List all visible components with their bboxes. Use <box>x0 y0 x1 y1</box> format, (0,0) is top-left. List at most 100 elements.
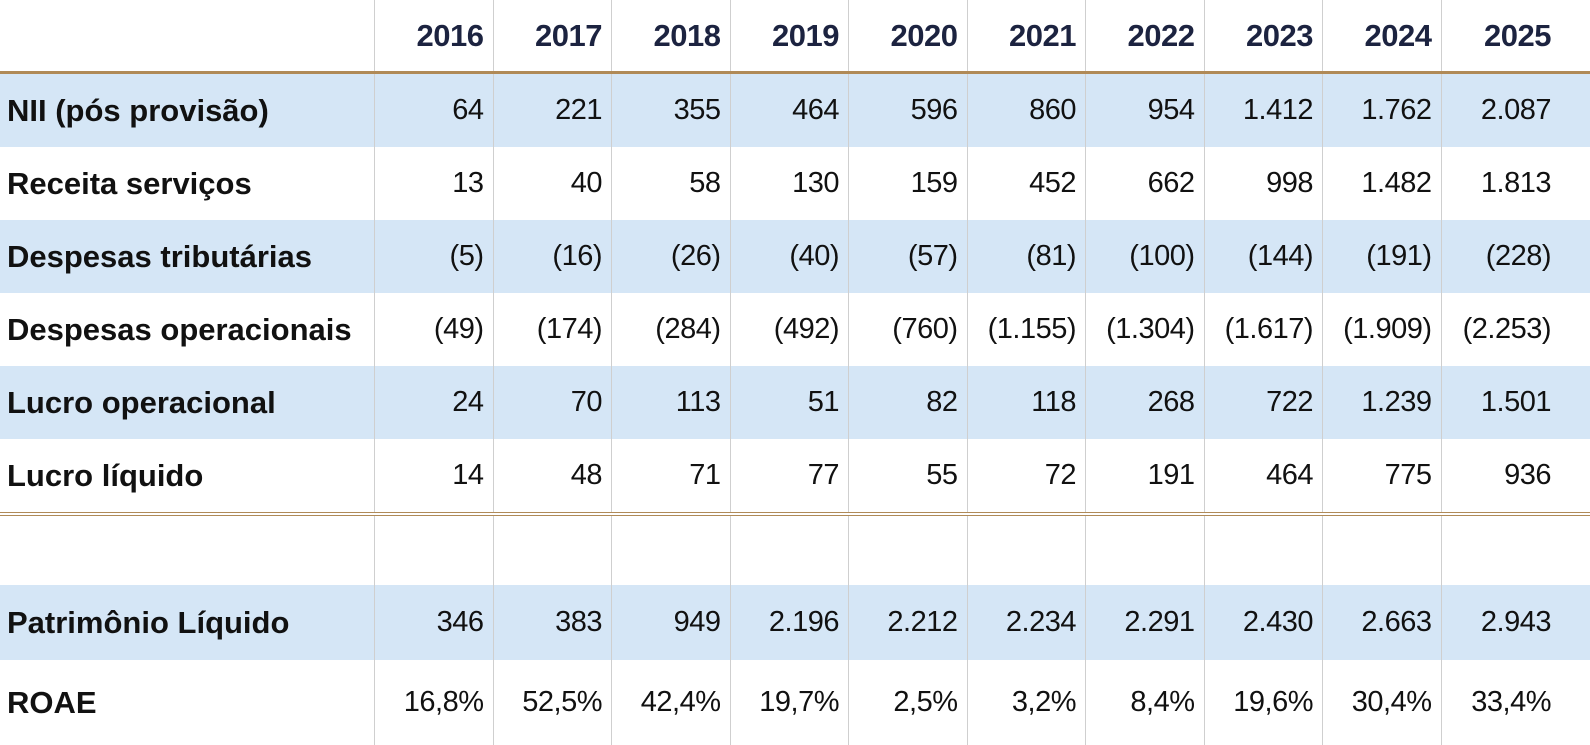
table-cell: (1.155) <box>968 293 1086 366</box>
table-cell: 2.663 <box>1323 585 1442 660</box>
table-row: Lucro operacional 24 70 113 51 82 118 26… <box>0 366 1590 439</box>
table-cell: 82 <box>849 366 968 439</box>
year-header: 2020 <box>849 0 968 71</box>
table-cell: 949 <box>612 585 731 660</box>
year-header: 2021 <box>968 0 1086 71</box>
table-cell: (100) <box>1086 220 1205 293</box>
table-cell: (49) <box>375 293 494 366</box>
table-cell: 3,2% <box>968 660 1086 745</box>
header-empty-cell <box>0 0 375 71</box>
table-cell: 72 <box>968 439 1086 512</box>
table-cell: 452 <box>968 147 1086 220</box>
table-cell: 130 <box>731 147 849 220</box>
blank-cell <box>731 516 849 585</box>
table-cell: 19,7% <box>731 660 849 745</box>
row-label: Receita serviços <box>0 147 375 220</box>
table-cell: 70 <box>494 366 612 439</box>
table-cell: 1.482 <box>1323 147 1442 220</box>
table-cell: 40 <box>494 147 612 220</box>
table-cell: (81) <box>968 220 1086 293</box>
table-cell: 346 <box>375 585 494 660</box>
table-cell: 464 <box>1205 439 1323 512</box>
blank-cell <box>968 516 1086 585</box>
table-cell: 662 <box>1086 147 1205 220</box>
table-cell: (16) <box>494 220 612 293</box>
section-divider <box>0 512 1590 516</box>
table-row: NII (pós provisão) 64 221 355 464 596 86… <box>0 74 1590 147</box>
table-cell: 77 <box>731 439 849 512</box>
table-cell: 33,4% <box>1471 686 1551 718</box>
row-label: Despesas operacionais <box>0 293 375 366</box>
table-cell: (1.304) <box>1086 293 1205 366</box>
blank-cell <box>612 516 731 585</box>
table-cell: 383 <box>494 585 612 660</box>
table-cell: 2.212 <box>849 585 968 660</box>
blank-cell <box>1205 516 1323 585</box>
row-label: Patrimônio Líquido <box>0 585 375 660</box>
table-cell: (5) <box>375 220 494 293</box>
year-header: 2019 <box>731 0 849 71</box>
table-cell: (26) <box>612 220 731 293</box>
table-cell: (1.909) <box>1323 293 1442 366</box>
blank-row <box>0 516 1590 585</box>
table-cell: (228) <box>1485 240 1552 272</box>
table-header-row: 2016 2017 2018 2019 2020 2021 2022 2023 … <box>0 0 1590 74</box>
table-cell: 13 <box>375 147 494 220</box>
table-cell: 2.196 <box>731 585 849 660</box>
year-header: 2023 <box>1205 0 1323 71</box>
table-cell: 19,6% <box>1205 660 1323 745</box>
table-cell: 71 <box>612 439 731 512</box>
table-cell: 118 <box>968 366 1086 439</box>
year-header: 2024 <box>1323 0 1442 71</box>
table-cell: (760) <box>849 293 968 366</box>
blank-cell <box>1442 516 1561 585</box>
year-header: 2018 <box>612 0 731 71</box>
table-cell: 14 <box>375 439 494 512</box>
table-row: Despesas tributárias (5) (16) (26) (40) … <box>0 220 1590 293</box>
table-cell: 2.291 <box>1086 585 1205 660</box>
table-cell: 191 <box>1086 439 1205 512</box>
table-cell: 58 <box>612 147 731 220</box>
table-cell: (1.617) <box>1205 293 1323 366</box>
table-cell: 16,8% <box>375 660 494 745</box>
table-cell: (174) <box>494 293 612 366</box>
table-cell: 64 <box>375 74 494 147</box>
table-row: Patrimônio Líquido 346 383 949 2.196 2.2… <box>0 585 1590 660</box>
table-cell: 464 <box>731 74 849 147</box>
table-cell: 2.943 <box>1480 606 1552 638</box>
table-cell: 8,4% <box>1086 660 1205 745</box>
table-row: Receita serviços 13 40 58 130 159 452 66… <box>0 147 1590 220</box>
table-row: ROAE 16,8% 52,5% 42,4% 19,7% 2,5% 3,2% 8… <box>0 660 1590 745</box>
table-cell: 42,4% <box>612 660 731 745</box>
table-row: Despesas operacionais (49) (174) (284) (… <box>0 293 1590 366</box>
blank-cell <box>1086 516 1205 585</box>
table-cell: 1.762 <box>1323 74 1442 147</box>
table-cell: (284) <box>612 293 731 366</box>
table-cell: (492) <box>731 293 849 366</box>
row-label: NII (pós provisão) <box>0 74 375 147</box>
table-cell: 2,5% <box>849 660 968 745</box>
table-cell: (2.253) <box>1462 313 1552 345</box>
table-cell: 51 <box>731 366 849 439</box>
table-cell: 1.501 <box>1480 386 1552 418</box>
year-header: 2016 <box>375 0 494 71</box>
table-cell: 48 <box>494 439 612 512</box>
table-cell: (57) <box>849 220 968 293</box>
table-cell: 596 <box>849 74 968 147</box>
table-cell: 1.412 <box>1205 74 1323 147</box>
table-cell: 1.239 <box>1323 366 1442 439</box>
table-cell: 52,5% <box>494 660 612 745</box>
blank-cell <box>849 516 968 585</box>
table-cell: (40) <box>731 220 849 293</box>
table-cell: 860 <box>968 74 1086 147</box>
table-cell: 954 <box>1086 74 1205 147</box>
table-cell: 159 <box>849 147 968 220</box>
table-cell: 936 <box>1504 459 1551 491</box>
row-label: ROAE <box>0 660 375 745</box>
table-cell: 2.234 <box>968 585 1086 660</box>
year-header: 2025 <box>1484 17 1551 53</box>
table-cell: 998 <box>1205 147 1323 220</box>
blank-cell <box>494 516 612 585</box>
table-cell: 30,4% <box>1323 660 1442 745</box>
